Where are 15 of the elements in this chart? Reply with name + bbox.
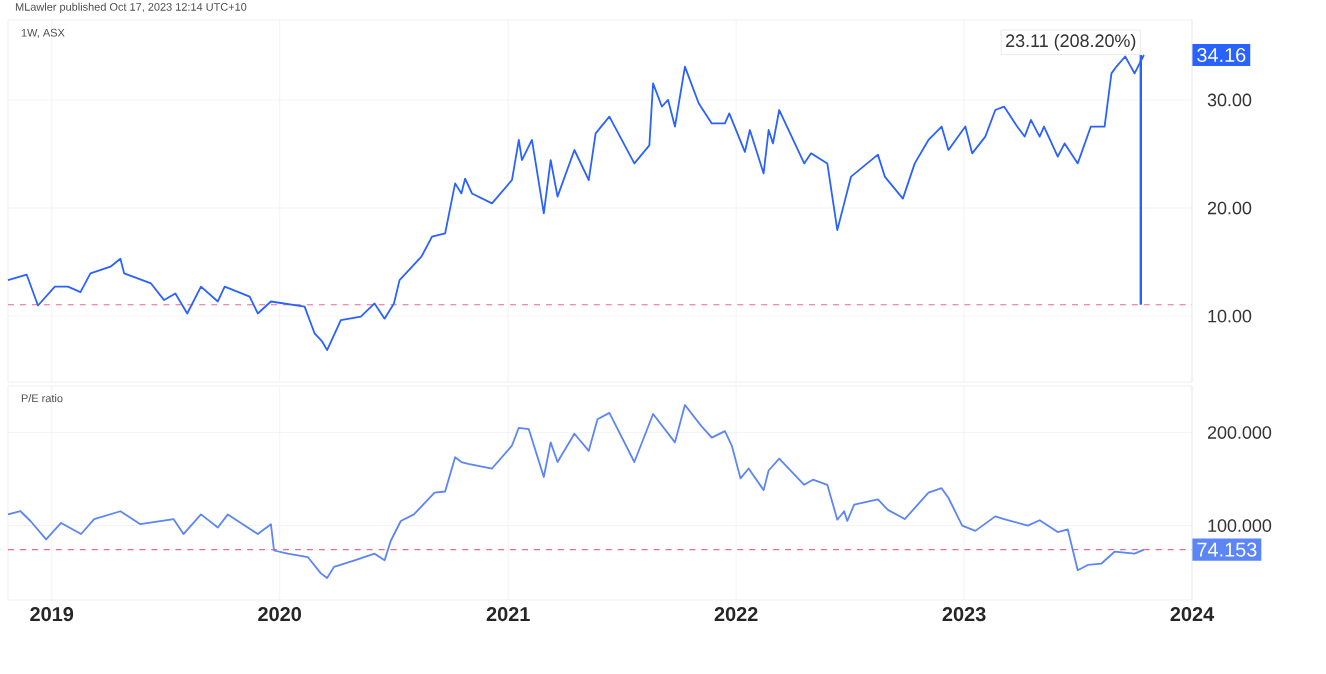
y-tick-label: 20.00 [1207, 201, 1252, 215]
annotation: 23.11 (208.20%) [1006, 33, 1136, 51]
x-tick-label: 2021 [486, 607, 530, 622]
x-tick-label: 2022 [714, 607, 758, 622]
annotation: 34.16 [1197, 47, 1246, 63]
line-series [7, 404, 1145, 579]
x-tick-label: 2019 [30, 607, 74, 622]
x-tick-label: 2024 [1170, 607, 1215, 622]
ref-line-label: 74.153 [1197, 542, 1257, 557]
y-tick-label: 200.000 [1207, 426, 1272, 439]
y-tick-label: 30.00 [1207, 93, 1252, 107]
x-tick-label: 2023 [942, 607, 986, 622]
y-tick-label: 10.00 [1208, 309, 1252, 323]
y-tick-label: 100.000 [1208, 519, 1272, 532]
x-tick-label: 2020 [258, 607, 301, 622]
